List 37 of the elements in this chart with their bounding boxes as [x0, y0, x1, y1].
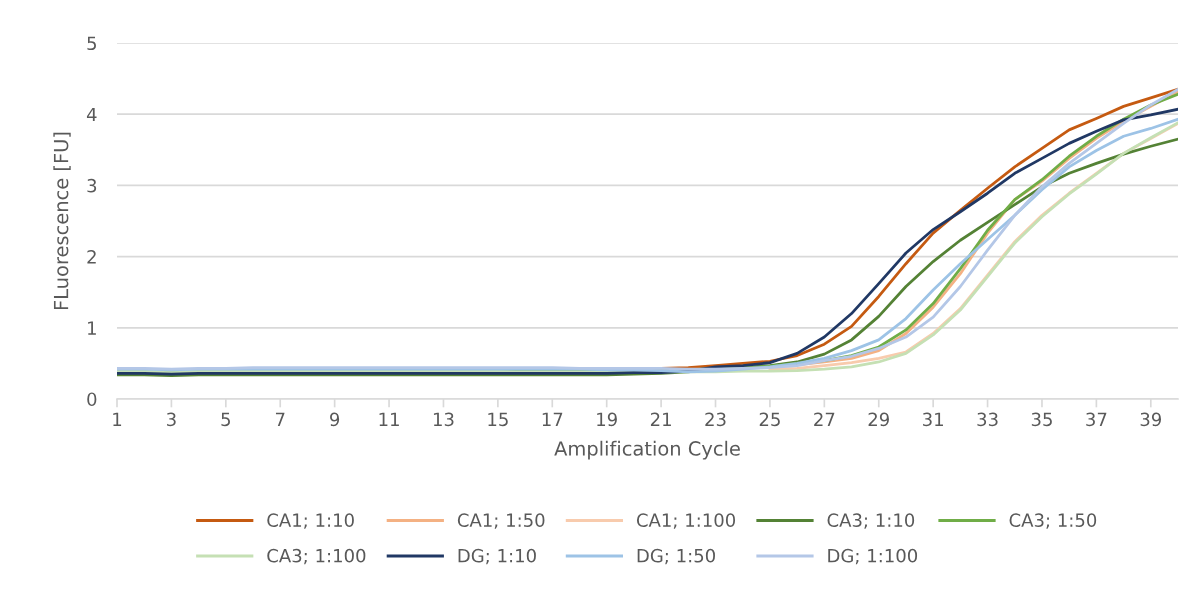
- x-tick-label: 19: [597, 412, 617, 427]
- x-tick-label: 33: [977, 412, 998, 427]
- legend-label: DG; 1:50: [637, 548, 715, 565]
- x-tick-label: 1: [113, 412, 122, 426]
- legend-label: CA3; 1:100: [267, 548, 366, 565]
- x-tick-label: 35: [1031, 412, 1052, 427]
- x-tick-label: 25: [759, 412, 780, 427]
- y-tick-label: 0: [87, 392, 97, 407]
- x-tick-label: 15: [488, 412, 508, 427]
- legend-label: CA3; 1:10: [827, 513, 915, 529]
- legend-label: CA1; 1:100: [636, 513, 736, 529]
- x-tick-label: 13: [433, 412, 454, 427]
- x-tick-label: 17: [542, 412, 563, 426]
- legend-label: DG; 1:10: [458, 548, 536, 565]
- x-tick-label: 23: [705, 412, 726, 427]
- x-tick-label: 5: [221, 412, 230, 427]
- x-tick-label: 3: [167, 412, 176, 427]
- y-tick-label: 3: [87, 178, 97, 193]
- x-tick-label: 31: [923, 412, 943, 427]
- y-tick-label: 2: [87, 250, 96, 264]
- y-tick-label: 5: [87, 36, 96, 51]
- y-tick-label: 1: [88, 321, 96, 335]
- x-tick-label: 39: [1140, 412, 1162, 427]
- legend-label: CA1; 1:50: [457, 513, 545, 529]
- x-tick-label: 7: [275, 412, 285, 426]
- legend-label: DG; 1:100: [828, 548, 918, 565]
- x-tick-label: 9: [330, 412, 340, 427]
- x-tick-label: 11: [379, 412, 399, 426]
- x-tick-label: 27: [814, 412, 835, 426]
- y-axis-title: FLuorescence [FU]: [53, 132, 71, 310]
- x-tick-label: 37: [1086, 412, 1107, 427]
- x-tick-label: 21: [650, 412, 671, 426]
- x-tick-label: 29: [868, 412, 889, 427]
- y-tick-label: 4: [86, 107, 97, 122]
- legend-label: CA1; 1:10: [267, 513, 354, 529]
- legend-label: CA3; 1:50: [1009, 513, 1097, 529]
- x-axis-title: Amplification Cycle: [554, 440, 740, 460]
